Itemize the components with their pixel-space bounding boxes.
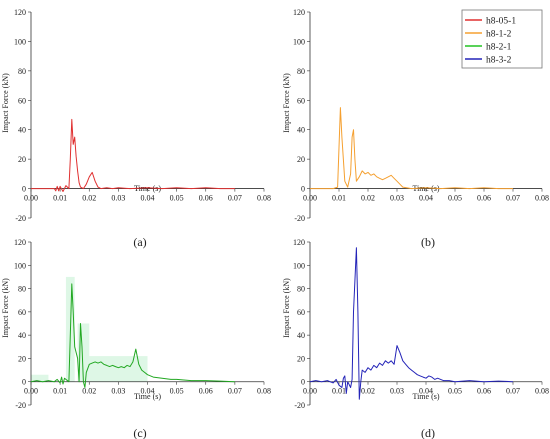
y-tick-label-b-7: 120 (293, 8, 305, 17)
x-axis-title-d: Time (s) (412, 392, 439, 401)
x-axis-title-a: Time (s) (134, 184, 161, 193)
x-tick-label-b-4: 0.04 (419, 194, 433, 203)
y-tick-label-a-2: 20 (18, 155, 26, 164)
x-tick-label-b-3: 0.03 (390, 194, 404, 203)
panel-label-a: (a) (133, 235, 146, 249)
y-tick-label-b-6: 100 (293, 37, 305, 46)
series-line-b-0 (310, 107, 513, 190)
y-tick-label-b-0: -20 (294, 214, 305, 223)
x-tick-label-a-3: 0.03 (111, 194, 125, 203)
chart-panel-a: -20 0 20 40 60 80 100 120 0.00 0.01 0.02 0.03 0.04 0.… (1, 8, 271, 249)
y-tick-label-d-4: 60 (297, 308, 305, 317)
x-tick-label-a-4: 0.04 (141, 194, 155, 203)
x-tick-label-d-1: 0.01 (332, 387, 346, 396)
y-axis-title-c: Impact Force (kN) (1, 278, 10, 338)
y-tick-label-a-7: 120 (14, 8, 26, 17)
x-tick-label-a-6: 0.06 (199, 194, 213, 203)
y-tick-label-a-0: -20 (15, 214, 26, 223)
x-tick-label-c-2: 0.02 (82, 387, 96, 396)
panel-label-c: (c) (133, 426, 146, 439)
y-axis-title-b: Impact Force (kN) (282, 73, 291, 133)
x-tick-label-a-8: 0.08 (257, 194, 271, 203)
x-tick-label-d-3: 0.03 (390, 387, 404, 396)
y-tick-label-d-1: 0 (301, 378, 305, 387)
x-tick-label-d-0: 0.00 (303, 387, 317, 396)
y-tick-label-c-3: 40 (18, 331, 26, 340)
y-tick-label-a-5: 80 (18, 67, 26, 76)
y-tick-label-a-3: 40 (18, 126, 26, 135)
x-tick-label-b-8: 0.08 (535, 194, 549, 203)
x-tick-label-c-6: 0.06 (199, 387, 213, 396)
x-tick-label-a-2: 0.02 (82, 194, 96, 203)
y-tick-label-b-4: 60 (297, 96, 305, 105)
y-tick-label-b-5: 80 (297, 67, 305, 76)
x-tick-label-c-4: 0.04 (141, 387, 155, 396)
x-tick-label-c-7: 0.07 (228, 387, 242, 396)
x-axis-title-c: Time (s) (134, 392, 161, 401)
x-tick-label-d-4: 0.04 (419, 387, 433, 396)
x-tick-label-c-8: 0.08 (257, 387, 271, 396)
y-tick-label-d-3: 40 (297, 331, 305, 340)
y-tick-label-b-1: 0 (301, 185, 305, 194)
y-tick-label-a-4: 60 (18, 96, 26, 105)
legend-label-0: h8-05-1 (486, 17, 516, 27)
x-tick-label-b-1: 0.01 (332, 194, 346, 203)
x-tick-label-b-7: 0.07 (506, 194, 520, 203)
y-tick-label-b-2: 20 (297, 155, 305, 164)
band-c-0 (31, 374, 49, 382)
band-c-3 (89, 356, 148, 382)
chart-panel-d: -20 0 20 40 60 80 100 120 0.00 0.01 0.02 0.03 0.04 0.… (282, 238, 549, 439)
x-tick-label-c-5: 0.05 (170, 387, 184, 396)
y-tick-label-c-2: 20 (18, 354, 26, 363)
x-tick-label-d-7: 0.07 (506, 387, 520, 396)
x-tick-label-a-5: 0.05 (170, 194, 184, 203)
y-tick-label-b-3: 40 (297, 126, 305, 135)
y-tick-label-a-6: 100 (14, 37, 26, 46)
x-axis-title-b: Time (s) (412, 184, 439, 193)
series-line-d-0 (309, 247, 514, 400)
y-tick-label-c-7: 120 (14, 238, 26, 247)
panel-label-d: (d) (421, 426, 435, 439)
y-tick-label-d-5: 80 (297, 285, 305, 294)
x-tick-label-d-5: 0.05 (448, 387, 462, 396)
y-tick-label-a-1: 0 (22, 185, 26, 194)
y-tick-label-c-5: 80 (18, 285, 26, 294)
x-tick-label-b-6: 0.06 (477, 194, 491, 203)
chart-panel-c: -20 0 20 40 60 80 100 120 0.00 0.01 0.02 0.03 0.04 0.… (1, 238, 271, 439)
y-tick-label-c-6: 100 (14, 261, 26, 270)
x-tick-label-b-2: 0.02 (361, 194, 375, 203)
legend-label-3: h8-3-2 (486, 56, 512, 66)
y-tick-label-d-0: -20 (294, 401, 305, 410)
series-line-c-0 (30, 283, 235, 388)
legend-label-1: h8-1-2 (486, 30, 512, 40)
x-tick-label-a-7: 0.07 (228, 194, 242, 203)
x-tick-label-c-1: 0.01 (53, 387, 67, 396)
x-tick-label-d-2: 0.02 (361, 387, 375, 396)
x-tick-label-a-0: 0.00 (24, 194, 38, 203)
y-tick-label-c-1: 0 (22, 378, 26, 387)
band-c-2 (77, 323, 90, 382)
y-tick-label-c-0: -20 (15, 401, 26, 410)
y-tick-label-d-2: 20 (297, 354, 305, 363)
x-tick-label-b-5: 0.05 (448, 194, 462, 203)
x-tick-label-a-1: 0.01 (53, 194, 67, 203)
x-tick-label-c-3: 0.03 (111, 387, 125, 396)
legend-label-2: h8-2-1 (486, 43, 512, 53)
y-axis-title-a: Impact Force (kN) (1, 73, 10, 133)
x-tick-label-b-0: 0.00 (303, 194, 317, 203)
x-tick-label-c-0: 0.00 (24, 387, 38, 396)
legend: h8-05-1 h8-1-2 h8-2-1 h8-3-2 (461, 9, 543, 69)
y-tick-label-d-6: 100 (293, 261, 305, 270)
y-tick-label-d-7: 120 (293, 238, 305, 247)
series-line-a-0 (31, 118, 235, 192)
x-tick-label-d-6: 0.06 (477, 387, 491, 396)
chart-panel-b: -20 0 20 40 60 80 100 120 0.00 0.01 0.02 0.03 0.04 0.… (282, 8, 549, 249)
x-tick-label-d-8: 0.08 (535, 387, 549, 396)
y-tick-label-c-4: 60 (18, 308, 26, 317)
panel-label-b: (b) (421, 235, 435, 249)
y-axis-title-d: Impact Force (kN) (282, 278, 291, 338)
